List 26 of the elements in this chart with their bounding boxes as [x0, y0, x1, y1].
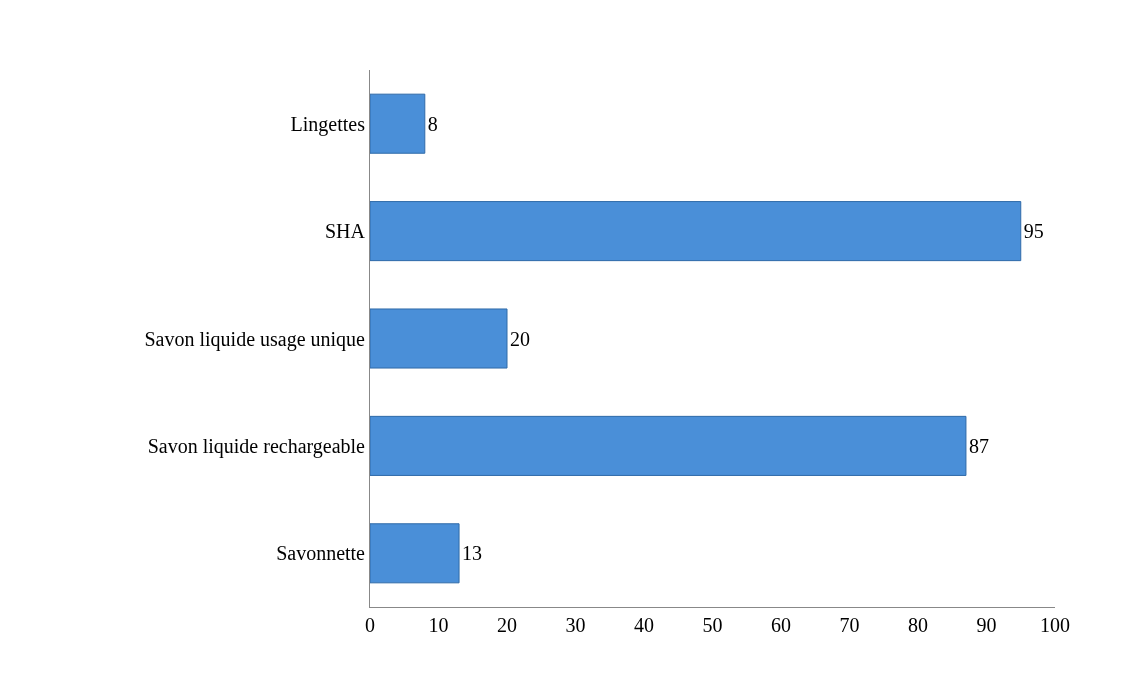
- x-tick-label: 30: [565, 614, 586, 636]
- data-label: 8: [427, 112, 438, 135]
- bar: [370, 308, 508, 369]
- x-tick-label: 40: [634, 614, 654, 636]
- x-tick-label: 50: [702, 614, 723, 636]
- x-tick-label: 20: [497, 614, 517, 636]
- x-tick-label: 0: [365, 614, 375, 636]
- bar: [370, 201, 1022, 262]
- x-tick-label: 70: [839, 614, 860, 636]
- y-tick-label: Savonnette: [276, 542, 366, 565]
- data-label: 87: [968, 434, 989, 457]
- bar: [370, 415, 967, 476]
- x-tick-label: 80: [908, 614, 928, 636]
- y-tick-label: Lingettes: [290, 112, 366, 136]
- data-label: 20: [510, 327, 530, 350]
- data-label: 95: [1023, 220, 1044, 243]
- x-tick-label: 90: [976, 614, 997, 636]
- data-label: 13: [462, 542, 483, 565]
- x-tick-label: 100: [1040, 614, 1070, 636]
- bar: [370, 523, 460, 584]
- bar: [370, 93, 426, 154]
- y-tick-label: Savon liquide rechargeable: [147, 434, 366, 458]
- x-tick-label: 10: [428, 614, 449, 636]
- y-tick-label: SHA: [324, 220, 366, 243]
- y-tick-label: Savon liquide usage unique: [144, 327, 366, 351]
- x-tick-label: 60: [771, 614, 791, 636]
